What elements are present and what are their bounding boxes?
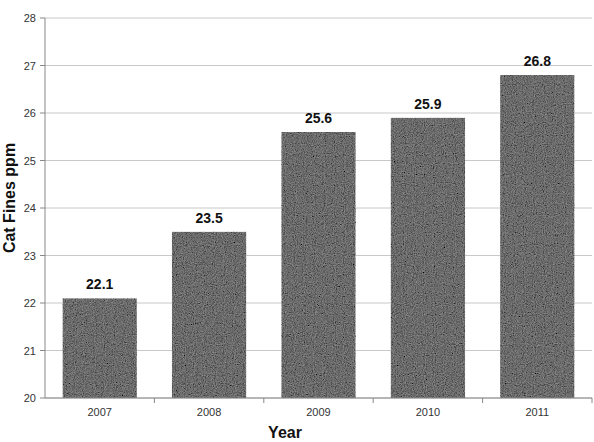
y-tick: [40, 208, 45, 209]
data-label: 25.9: [414, 96, 441, 112]
x-tick-label: 2007: [87, 406, 111, 418]
grid-line: [45, 18, 592, 19]
y-tick-label: 23: [24, 250, 36, 262]
y-tick-label: 26: [24, 107, 36, 119]
y-tick-label: 21: [24, 345, 36, 357]
bar: [172, 232, 246, 398]
y-tick: [40, 350, 45, 351]
y-tick-label: 27: [24, 60, 36, 72]
x-axis-line: [45, 398, 592, 399]
chart-svg: 20 21 22 23 24 25 26 27 28 22.1 2007 23.5 2008 25.6 20…: [0, 0, 594, 442]
x-tick-label: 2010: [416, 406, 440, 418]
bar: [500, 75, 574, 398]
y-tick-label: 28: [24, 12, 36, 24]
bar: [391, 118, 465, 398]
y-tick: [40, 398, 45, 399]
bar: [63, 298, 137, 398]
y-tick-label: 20: [24, 392, 36, 404]
y-tick: [40, 113, 45, 114]
y-axis-title: Cat Fines ppm: [1, 143, 18, 253]
y-tick-label: 22: [24, 297, 36, 309]
y-tick: [40, 65, 45, 66]
grid-line: [45, 65, 592, 66]
y-tick: [40, 303, 45, 304]
data-label: 23.5: [195, 210, 222, 226]
x-tick-label: 2011: [525, 406, 549, 418]
x-tick-label: 2008: [197, 406, 221, 418]
data-label: 22.1: [86, 276, 113, 292]
x-tick: [482, 398, 483, 403]
chart-container: 20 21 22 23 24 25 26 27 28 22.1 2007 23.5 2008 25.6 20…: [0, 0, 594, 442]
x-tick: [592, 398, 593, 403]
x-tick: [373, 398, 374, 403]
grid-line: [45, 398, 592, 399]
x-tick: [154, 398, 155, 403]
x-axis-title: Year: [268, 424, 302, 441]
data-label: 26.8: [524, 53, 551, 69]
bar: [281, 132, 355, 398]
y-tick-label: 24: [24, 202, 36, 214]
y-tick: [40, 160, 45, 161]
y-tick-label: 25: [24, 155, 36, 167]
y-axis-line: [45, 18, 46, 398]
x-tick: [263, 398, 264, 403]
data-label: 25.6: [305, 110, 332, 126]
y-tick: [40, 18, 45, 19]
y-tick: [40, 255, 45, 256]
bars: [63, 75, 575, 398]
x-tick-label: 2009: [306, 406, 330, 418]
